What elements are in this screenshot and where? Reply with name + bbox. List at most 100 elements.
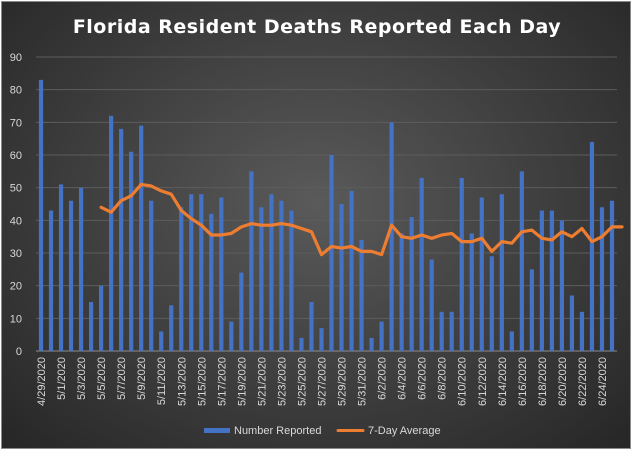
bar	[179, 207, 184, 351]
x-tick-label: 5/13/2020	[176, 357, 188, 406]
x-axis-ticks: 4/29/2020 5/1/2020 5/3/2020 5/5/2020 5/7/202…	[36, 357, 609, 406]
bar	[129, 151, 134, 351]
x-tick-label: 5/23/2020	[276, 357, 288, 406]
legend-label-7-day-average: 7-Day Average	[368, 425, 441, 437]
y-tick-label: 30	[10, 248, 22, 260]
bar	[139, 125, 144, 351]
x-tick-label: 6/8/2020	[437, 357, 449, 400]
x-tick-label: 5/9/2020	[136, 357, 148, 400]
bar	[519, 171, 524, 351]
average-line	[99, 182, 624, 257]
y-tick-label: 40	[10, 215, 22, 227]
x-tick-label: 6/20/2020	[557, 357, 569, 406]
bar	[309, 302, 314, 351]
x-tick-label: 5/29/2020	[337, 357, 349, 406]
bar	[189, 194, 194, 351]
y-tick-label: 50	[10, 183, 22, 195]
x-tick-label: 5/5/2020	[96, 357, 108, 400]
legend-swatch-number-reported	[204, 428, 230, 433]
bar	[359, 239, 364, 351]
bar	[109, 115, 114, 351]
bar	[159, 331, 164, 351]
bar	[209, 213, 214, 351]
y-tick-label: 70	[10, 117, 22, 129]
legend: Number Reported 7-Day Average	[204, 425, 441, 437]
bar	[539, 210, 544, 351]
bar	[409, 217, 414, 351]
bar	[219, 197, 224, 351]
bar	[599, 207, 605, 351]
y-tick-label: 0	[16, 346, 22, 358]
x-tick-label: 5/17/2020	[216, 357, 228, 406]
x-tick-label: 5/25/2020	[297, 357, 309, 406]
bar	[99, 285, 104, 351]
y-axis-ticks: 0 10 20 30 40 50 60 70 80 90	[10, 52, 22, 358]
x-tick-label: 5/7/2020	[116, 357, 128, 400]
bar	[549, 210, 554, 351]
bar	[38, 79, 44, 351]
bar	[88, 302, 94, 351]
bar	[119, 128, 124, 351]
x-tick-label: 5/19/2020	[236, 357, 248, 406]
bar	[579, 311, 585, 351]
x-tick-label: 5/1/2020	[56, 357, 68, 400]
bar	[449, 311, 454, 351]
bar	[169, 305, 174, 351]
bar	[459, 177, 464, 351]
x-tick-label: 6/16/2020	[517, 357, 529, 406]
bar	[489, 256, 494, 351]
bar	[339, 204, 344, 351]
bar	[299, 337, 304, 351]
bar	[279, 200, 284, 351]
bar	[369, 337, 374, 351]
line-series	[99, 182, 624, 257]
bar	[349, 190, 354, 351]
bar	[269, 194, 274, 351]
bar	[249, 171, 254, 351]
bar	[199, 194, 204, 351]
y-tick-label: 60	[10, 150, 22, 162]
bar	[329, 155, 334, 351]
x-tick-label: 6/6/2020	[417, 357, 429, 400]
bar	[78, 187, 84, 351]
bar	[68, 200, 74, 351]
bar	[259, 207, 264, 351]
bar	[389, 122, 394, 351]
bar	[589, 141, 595, 351]
bar	[439, 311, 444, 351]
x-tick-label: 5/27/2020	[317, 357, 329, 406]
y-tick-label: 20	[10, 281, 22, 293]
bar	[419, 177, 424, 351]
bar	[239, 272, 244, 351]
x-tick-label: 4/29/2020	[36, 357, 48, 406]
bar	[289, 210, 294, 351]
x-tick-label: 6/14/2020	[497, 357, 509, 406]
bar-series	[38, 79, 615, 351]
bar	[559, 220, 565, 351]
bar	[499, 194, 504, 351]
x-tick-label: 5/21/2020	[256, 357, 268, 406]
bar	[149, 200, 154, 351]
bar	[229, 321, 234, 351]
bar	[569, 295, 575, 351]
y-tick-label: 80	[10, 85, 22, 97]
y-tick-label: 90	[10, 52, 22, 64]
x-tick-label: 6/12/2020	[477, 357, 489, 406]
x-tick-label: 5/31/2020	[357, 357, 369, 406]
bar	[429, 259, 434, 351]
x-tick-label: 6/18/2020	[537, 357, 549, 406]
bar	[319, 328, 324, 351]
bar	[58, 184, 64, 351]
bar	[379, 321, 384, 351]
x-tick-label: 5/11/2020	[156, 357, 168, 405]
x-tick-label: 6/24/2020	[597, 357, 609, 406]
x-tick-label: 6/22/2020	[577, 357, 589, 406]
y-tick-label: 10	[10, 313, 22, 325]
x-tick-label: 6/4/2020	[397, 357, 409, 400]
x-tick-label: 6/2/2020	[377, 357, 389, 400]
bar	[529, 269, 534, 351]
x-tick-label: 5/3/2020	[76, 357, 88, 400]
x-tick-label: 6/10/2020	[457, 357, 469, 406]
